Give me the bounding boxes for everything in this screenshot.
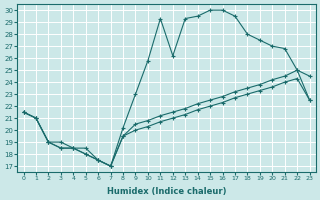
- X-axis label: Humidex (Indice chaleur): Humidex (Indice chaleur): [107, 187, 226, 196]
